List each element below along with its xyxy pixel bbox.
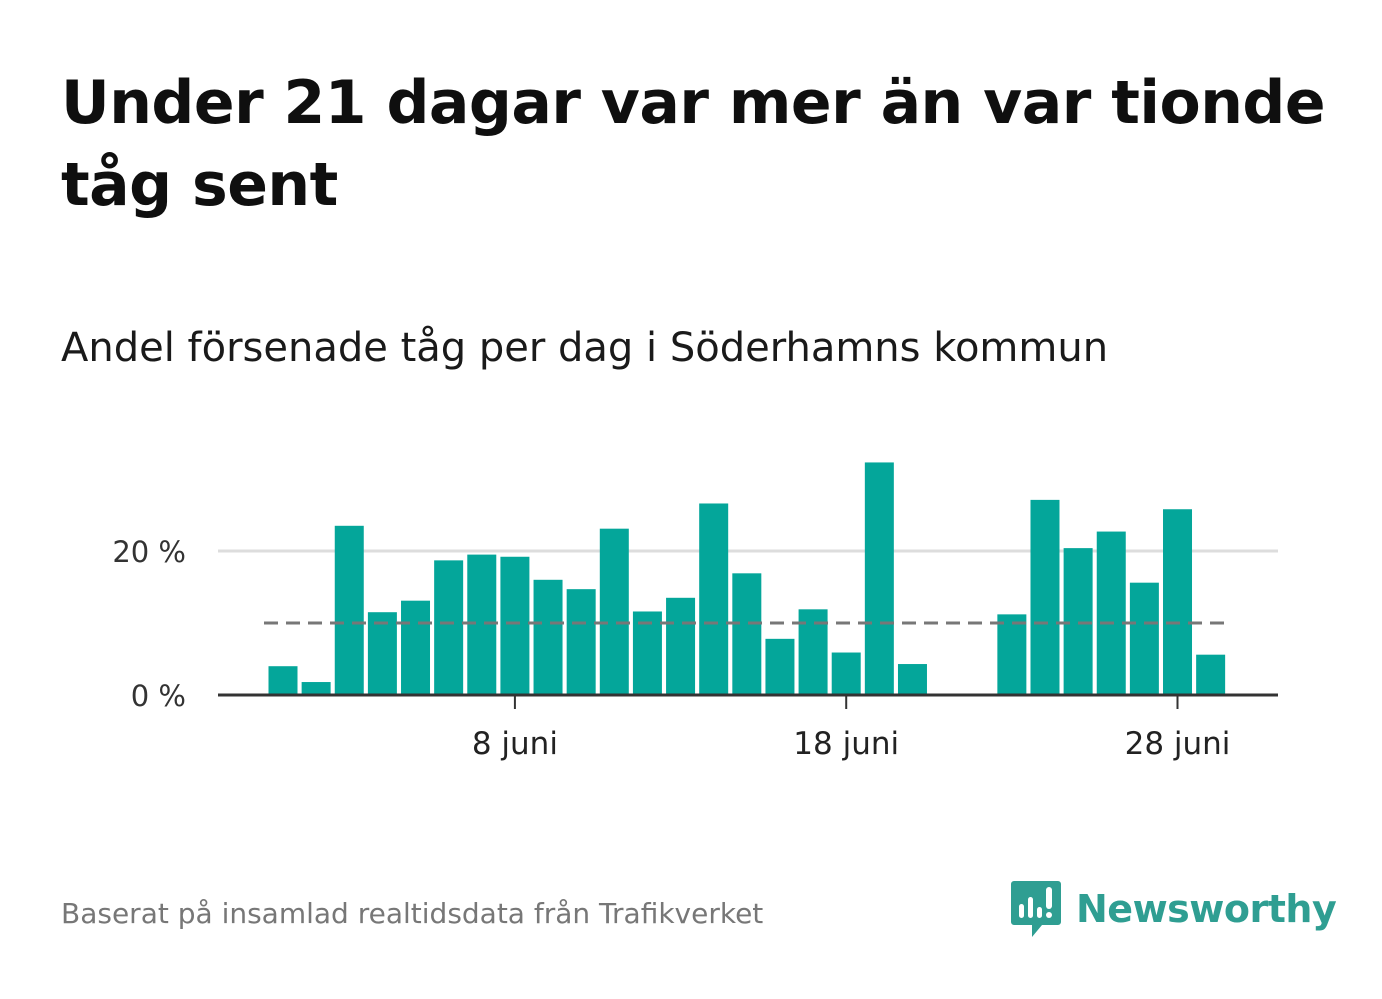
bar-day-8 <box>500 556 530 695</box>
bar-day-4 <box>367 612 397 695</box>
bar-day-6 <box>434 560 464 695</box>
bar-day-27 <box>1129 582 1159 695</box>
bar-day-11 <box>599 528 629 695</box>
bar-day-16 <box>765 638 795 695</box>
source-note: Baserat på insamlad realtidsdata från Tr… <box>61 897 764 930</box>
bar-day-5 <box>401 600 431 695</box>
axis-layer: 0 % 20 % 8 juni 18 juni 28 juni <box>112 535 1278 762</box>
bar-day-1 <box>268 666 298 695</box>
bar-day-18 <box>831 652 861 695</box>
bar-day-9 <box>533 579 563 695</box>
x-tick-label: 28 juni <box>1125 726 1231 762</box>
bar-day-15 <box>732 573 762 695</box>
bar-day-14 <box>699 503 729 695</box>
x-tick-label: 18 juni <box>793 726 899 762</box>
y-tick-label: 20 % <box>112 535 186 569</box>
bar-day-7 <box>467 554 497 695</box>
bar-layer <box>268 462 1226 695</box>
y-tick-label: 0 % <box>131 679 186 713</box>
bar-day-2 <box>301 682 331 695</box>
bar-day-23 <box>997 614 1027 695</box>
chart-subtitle: Andel försenade tåg per dag i Söderhamns… <box>61 325 1109 371</box>
bar-day-26 <box>1096 531 1126 695</box>
bar-day-12 <box>632 611 662 695</box>
bar-day-19 <box>864 462 894 695</box>
bar-day-10 <box>566 589 596 695</box>
bar-day-13 <box>666 597 696 695</box>
bar-day-24 <box>1030 499 1060 695</box>
chart-title: Under 21 dagar var mer än var tionde tåg… <box>61 68 1326 220</box>
x-tick-label: 8 juni <box>472 726 558 762</box>
newsworthy-logo: Newsworthy <box>1010 879 1337 939</box>
newsworthy-logo-text: Newsworthy <box>1076 887 1337 931</box>
bar-day-20 <box>897 664 927 695</box>
newsworthy-logo-icon <box>1011 881 1061 937</box>
bar-day-28 <box>1163 509 1193 695</box>
bar-day-29 <box>1196 654 1226 695</box>
bar-day-3 <box>334 525 364 695</box>
